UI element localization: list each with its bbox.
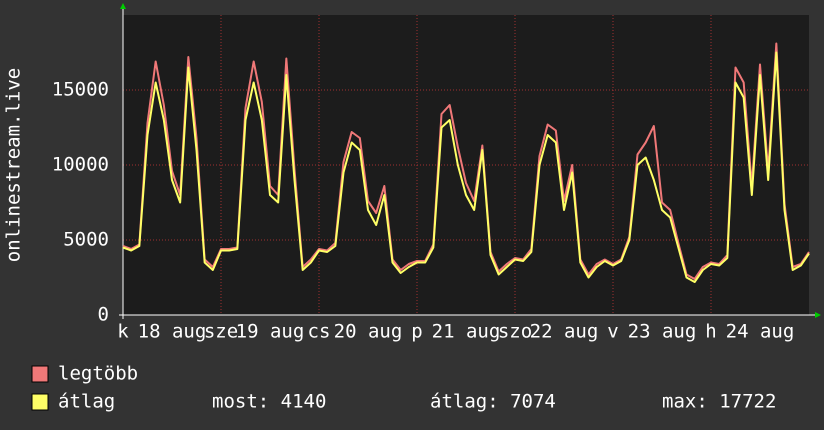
stat: max: 17722 [662,391,776,413]
stat: átlag: 7074 [430,391,556,413]
y-tick-label: 10000 [52,154,109,176]
y-axis-label: onlinestream.live [3,68,25,262]
axis-arrow [120,3,126,9]
x-tick-label: 22 aug [530,321,599,343]
y-tick-label: 5000 [63,229,109,251]
legend-label: átlag [58,391,115,413]
x-tick-label: 21 aug [432,321,501,343]
series-line [122,51,810,283]
legend-swatch [31,365,49,383]
y-tick-label: 0 [98,304,109,326]
legend-swatch [31,393,49,411]
x-tick-label: 24 aug [726,321,795,343]
x-tick-label: 19 aug [236,321,305,343]
x-tick-label: h [705,321,716,343]
axis-arrow [815,312,821,318]
x-tick-label: p [411,321,422,343]
x-tick-label: 20 aug [334,321,403,343]
x-tick-label: 23 aug [628,321,697,343]
x-tick-label: sze [204,321,238,343]
x-tick-label: k [117,321,129,343]
x-tick-label: cs [308,321,331,343]
legend-label: legtöbb [58,363,138,385]
x-tick-label: v [607,321,618,343]
x-tick-label: szo [498,321,532,343]
stat: most: 4140 [212,391,326,413]
y-tick-label: 15000 [52,79,109,101]
x-tick-label: 18 aug [138,321,207,343]
